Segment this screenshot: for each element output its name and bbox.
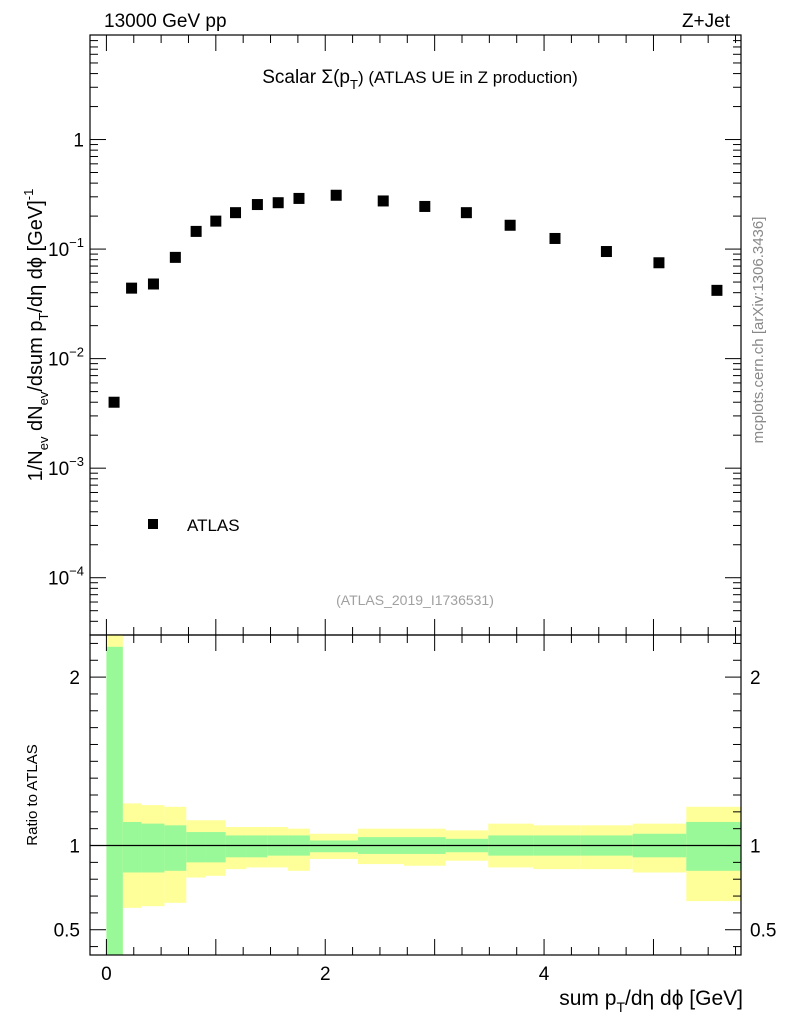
main-panel: 1 10−1 10−2 10−3 10−4 Scalar Σ(pT) (ATLAS UE… <box>48 34 742 636</box>
data-point <box>330 189 342 201</box>
data-point <box>126 282 138 294</box>
data-point <box>600 246 612 258</box>
ratio-frame <box>89 634 742 956</box>
legend-marker <box>148 519 158 529</box>
xtick-label: 2 <box>320 964 331 985</box>
data-point <box>653 257 665 269</box>
main-frame <box>89 34 742 636</box>
data-point <box>419 200 431 212</box>
data-point <box>272 197 284 209</box>
ratio-axes: 0.5 0.5 1 1 2 2 0 2 4 <box>54 634 776 985</box>
side-watermark: mcplots.cern.ch [arXiv:1306.3436] <box>750 217 767 444</box>
ratio-band-inner <box>164 825 187 871</box>
main-ytick-label: 10−2 <box>48 345 84 371</box>
main-y-axis-label: 1/Nev dNev/dsum pT/dη dϕ [GeV]-1 <box>21 189 51 482</box>
ratio-band-inner <box>246 835 268 858</box>
data-point <box>293 192 305 204</box>
ratio-ytick-label-right: 1 <box>750 837 761 858</box>
data-point <box>504 219 516 231</box>
ratio-band-inner <box>686 821 741 871</box>
legend-label: ATLAS <box>187 516 240 535</box>
ratio-bands <box>90 635 741 955</box>
ratio-ytick-label-left: 2 <box>69 668 80 689</box>
xtick-label: 0 <box>101 964 112 985</box>
data-point <box>210 215 222 227</box>
ratio-panel: 0.5 0.5 1 1 2 2 0 2 4 <box>54 634 776 985</box>
main-ytick-label: 10−1 <box>48 235 84 261</box>
data-point <box>251 199 263 211</box>
ratio-band-inner <box>106 646 123 955</box>
data-point <box>169 251 181 263</box>
ratio-ytick-label-right: 2 <box>750 668 761 689</box>
main-ytick-label: 1 <box>73 131 84 152</box>
energy-label: 13000 GeV pp <box>104 11 227 32</box>
main-axes: 1 10−1 10−2 10−3 10−4 <box>48 34 742 636</box>
ratio-y-axis-label: Ratio to ATLAS <box>24 744 41 845</box>
data-point <box>460 207 472 219</box>
plot-title: Scalar Σ(pT) (ATLAS UE in Z production) <box>262 67 578 92</box>
xtick-label: 4 <box>539 964 550 985</box>
ratio-band-inner <box>186 832 206 863</box>
process-label: Z+Jet <box>682 11 731 32</box>
ratio-ytick-label-left: 0.5 <box>54 921 80 942</box>
main-markers <box>108 189 723 408</box>
ratio-ytick-label-right: 0.5 <box>750 921 776 942</box>
ratio-band-inner <box>205 832 226 863</box>
data-point <box>711 284 723 296</box>
main-ytick-label: 10−4 <box>48 564 84 590</box>
data-point <box>190 225 202 237</box>
data-point <box>230 207 242 219</box>
data-point <box>108 396 120 408</box>
main-ytick-label: 10−3 <box>48 454 84 480</box>
analysis-id: (ATLAS_2019_I1736531) <box>336 592 494 608</box>
data-point <box>549 232 561 244</box>
ratio-band-inner <box>122 821 142 873</box>
ratio-band-inner <box>309 840 359 853</box>
ratio-band-inner <box>225 835 247 858</box>
ratio-ytick-label-left: 1 <box>69 837 80 858</box>
ratio-band-inner <box>141 823 165 873</box>
x-axis-label: sum pT/dη dϕ [GeV] <box>559 987 743 1015</box>
data-point <box>147 278 159 290</box>
data-point <box>377 195 389 207</box>
